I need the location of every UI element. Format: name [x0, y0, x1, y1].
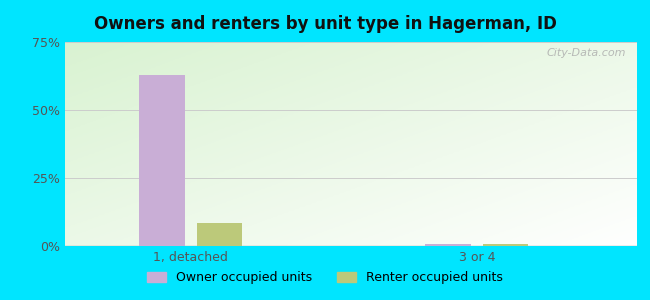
- Text: City-Data.com: City-Data.com: [546, 48, 625, 58]
- Bar: [139, 75, 185, 246]
- Text: Owners and renters by unit type in Hagerman, ID: Owners and renters by unit type in Hager…: [94, 15, 556, 33]
- Bar: [196, 223, 242, 246]
- Bar: [425, 244, 471, 246]
- Legend: Owner occupied units, Renter occupied units: Owner occupied units, Renter occupied un…: [141, 265, 509, 291]
- Bar: [482, 244, 528, 246]
